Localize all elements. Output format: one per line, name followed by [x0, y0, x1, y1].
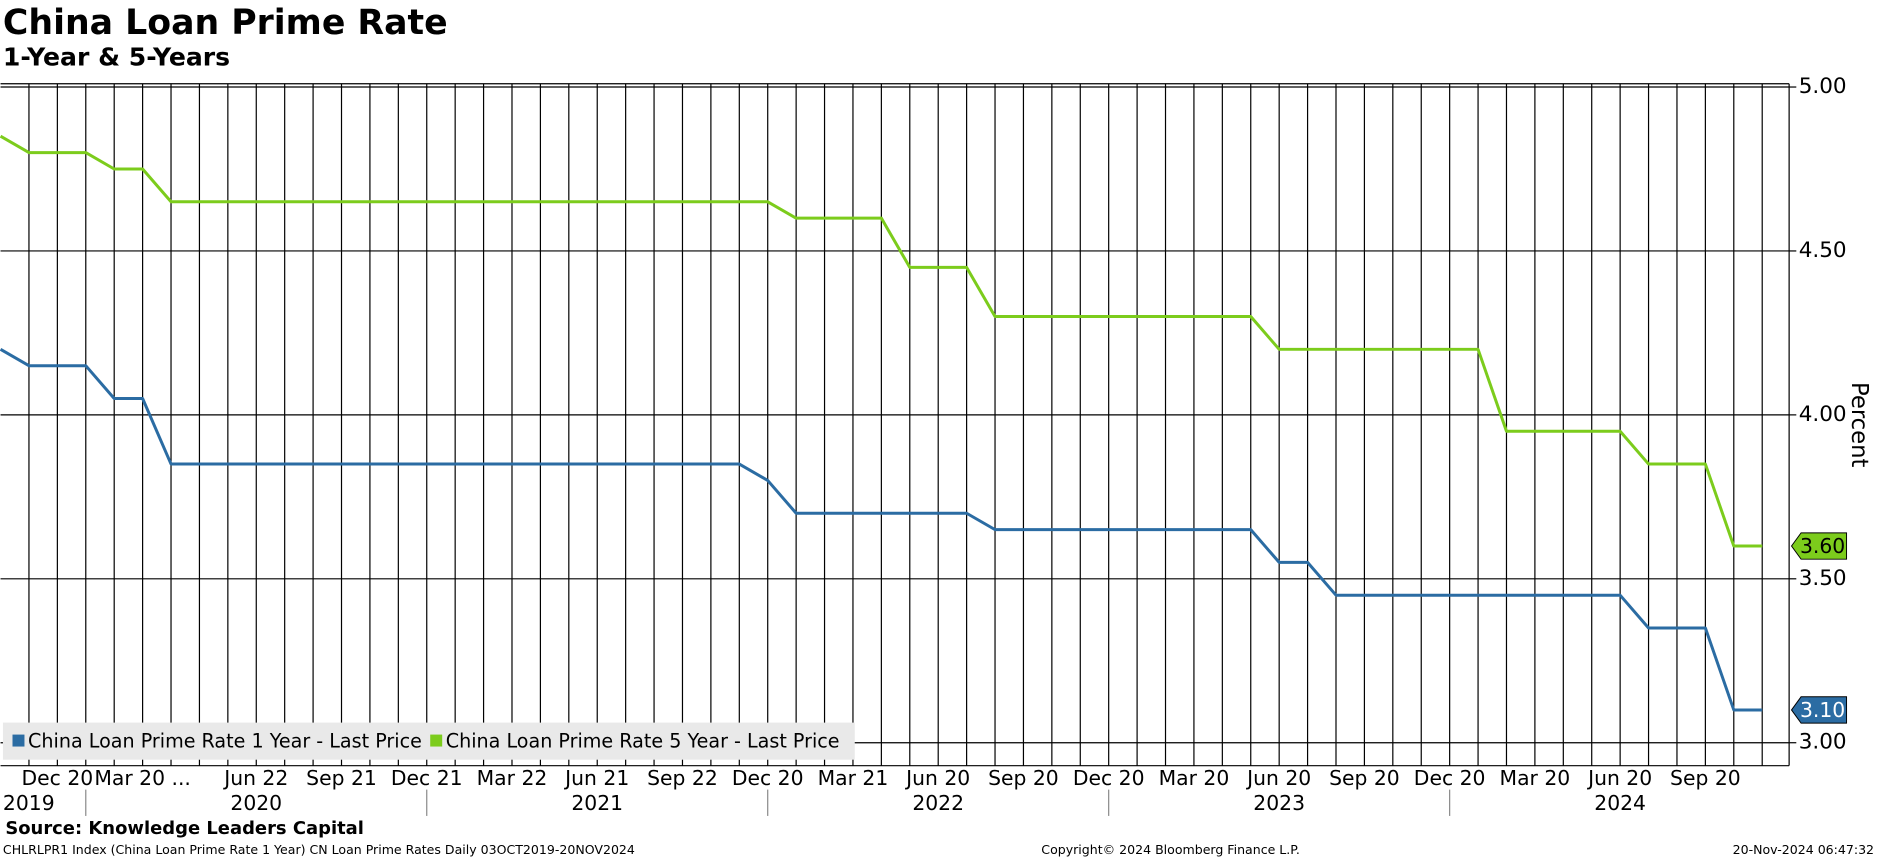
- footer-center: Copyright© 2024 Bloomberg Finance L.P.: [1041, 842, 1300, 857]
- legend-label: China Loan Prime Rate 1 Year - Last Pric…: [28, 729, 422, 752]
- x-tick-label: Mar 20: [1500, 766, 1571, 790]
- x-tick-label: Sep 20: [1329, 766, 1400, 790]
- x-tick-label: Sep 21: [306, 766, 377, 790]
- x-tick-label: Jun 21: [563, 766, 629, 790]
- x-year-label: 2023: [1253, 791, 1305, 815]
- x-tick-label: Dec 21: [391, 766, 463, 790]
- series-line: [0, 348, 1763, 712]
- x-year-label: 2020: [230, 791, 282, 815]
- x-tick-label: Jun 20: [1245, 766, 1311, 790]
- last-value-tag: [1790, 532, 1848, 560]
- source: Source: Knowledge Leaders Capital: [5, 818, 364, 839]
- last-value-label: 3.60: [1800, 534, 1845, 558]
- x-tick-label: Sep 22: [647, 766, 718, 790]
- footer-left: CHLRLPR1 Index (China Loan Prime Rate 1 …: [3, 842, 635, 857]
- x-tick-label: Dec 20: [22, 766, 94, 790]
- x-tick-label: Jun 22: [222, 766, 288, 790]
- y-tick-label: 4.50: [1799, 238, 1847, 263]
- y-tick-label: 3.00: [1799, 730, 1847, 755]
- chart-title: China Loan Prime Rate: [3, 3, 448, 43]
- y-tick-label: 4.00: [1799, 402, 1847, 427]
- last-value-label: 3.10: [1800, 698, 1845, 722]
- x-tick-label: Dec 20: [1073, 766, 1145, 790]
- x-tick-label: Mar 21: [818, 766, 889, 790]
- x-tick-label: Jun 20: [904, 766, 970, 790]
- x-year-label: 2024: [1594, 791, 1646, 815]
- x-tick-label: Jun 20: [1586, 766, 1652, 790]
- x-tick-label: Sep 20: [1670, 766, 1741, 790]
- x-year-label: 2022: [912, 791, 964, 815]
- legend-swatch: [12, 734, 25, 747]
- x-year-label: 2019: [3, 791, 55, 815]
- series-line: [0, 134, 1763, 548]
- y-axis-label: Percent: [1846, 382, 1872, 468]
- footer-right: 20-Nov-2024 06:47:32: [1733, 842, 1874, 857]
- x-year-label: 2021: [571, 791, 623, 815]
- y-tick-label: 3.50: [1799, 566, 1847, 591]
- y-tick-label: 5.00: [1799, 74, 1847, 99]
- x-tick-label: Dec 20: [732, 766, 804, 790]
- legend-label: China Loan Prime Rate 5 Year - Last Pric…: [446, 729, 840, 752]
- x-tick-label: Mar 20: [1159, 766, 1230, 790]
- x-tick-label: Dec 20: [1414, 766, 1486, 790]
- last-value-tag: [1790, 696, 1848, 724]
- chart-subtitle: 1-Year & 5-Years: [3, 43, 230, 72]
- x-tick-label: Mar 20 ...: [94, 766, 191, 790]
- x-tick-label: Mar 22: [477, 766, 548, 790]
- legend-box: [2, 722, 855, 760]
- legend-swatch: [430, 734, 443, 747]
- x-tick-label: Sep 20: [988, 766, 1059, 790]
